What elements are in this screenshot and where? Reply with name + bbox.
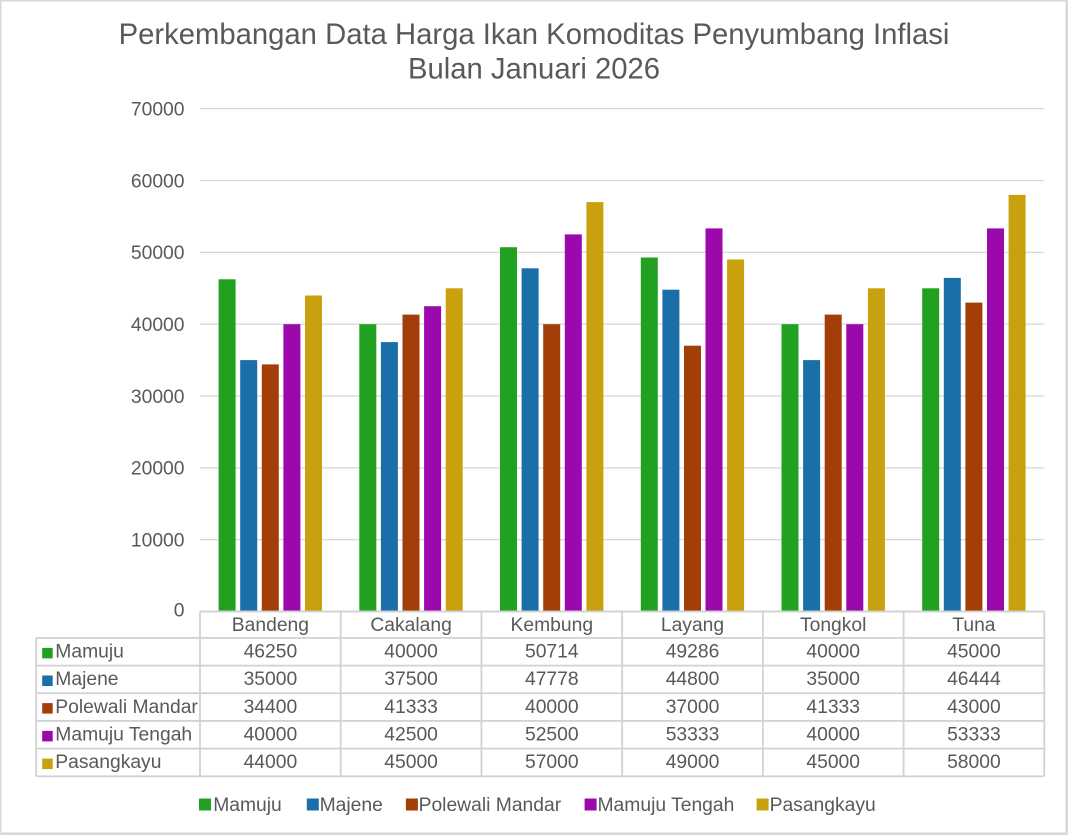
svg-text:30000: 30000 [131,387,185,408]
svg-text:53333: 53333 [947,725,1001,746]
svg-text:45000: 45000 [384,752,438,773]
svg-text:43000: 43000 [947,697,1001,718]
svg-text:Mamuju Tengah: Mamuju Tengah [55,725,192,746]
svg-text:49000: 49000 [666,752,720,773]
svg-text:45000: 45000 [947,642,1001,663]
svg-text:Tuna: Tuna [952,615,996,636]
svg-text:Pasangkayu: Pasangkayu [55,752,161,773]
svg-text:57000: 57000 [525,752,579,773]
svg-text:40000: 40000 [806,642,860,663]
svg-text:40000: 40000 [244,725,298,746]
svg-text:41333: 41333 [806,697,860,718]
svg-text:40000: 40000 [525,697,579,718]
svg-text:47778: 47778 [525,669,579,690]
svg-text:Layang: Layang [661,615,724,636]
svg-text:Mamuju Tengah: Mamuju Tengah [598,795,735,816]
svg-text:Polewali Mandar: Polewali Mandar [419,795,562,816]
svg-text:45000: 45000 [806,752,860,773]
svg-text:Kembung: Kembung [511,615,594,636]
svg-text:20000: 20000 [131,459,185,480]
svg-text:Pasangkayu: Pasangkayu [770,795,876,816]
svg-text:10000: 10000 [131,531,185,552]
svg-text:40000: 40000 [806,725,860,746]
svg-text:42500: 42500 [384,725,438,746]
svg-text:Tongkol: Tongkol [800,615,866,636]
svg-text:46250: 46250 [244,642,298,663]
svg-text:Bandeng: Bandeng [232,615,309,636]
svg-text:Mamuju: Mamuju [55,642,124,663]
svg-text:52500: 52500 [525,725,579,746]
svg-text:46444: 46444 [947,669,1001,690]
svg-text:40000: 40000 [131,315,185,336]
svg-text:34400: 34400 [244,697,298,718]
svg-text:40000: 40000 [384,642,438,663]
svg-text:35000: 35000 [244,669,298,690]
svg-text:Polewali Mandar: Polewali Mandar [55,697,198,718]
svg-text:35000: 35000 [806,669,860,690]
svg-text:Majene: Majene [55,669,118,690]
svg-text:37000: 37000 [666,697,720,718]
svg-text:Bulan Januari 2026: Bulan Januari 2026 [408,53,660,85]
svg-text:Perkembangan Data Harga Ikan K: Perkembangan Data Harga Ikan Komoditas P… [119,19,950,51]
svg-text:50714: 50714 [525,642,579,663]
svg-text:44000: 44000 [244,752,298,773]
svg-text:50000: 50000 [131,243,185,264]
svg-text:60000: 60000 [131,171,185,192]
svg-text:58000: 58000 [947,752,1001,773]
svg-text:0: 0 [174,601,185,622]
svg-text:41333: 41333 [384,697,438,718]
svg-text:70000: 70000 [131,100,185,121]
svg-text:44800: 44800 [666,669,720,690]
svg-text:Mamuju: Mamuju [213,795,282,816]
svg-text:53333: 53333 [666,725,720,746]
svg-text:37500: 37500 [384,669,438,690]
svg-text:49286: 49286 [666,642,720,663]
svg-text:Cakalang: Cakalang [370,615,451,636]
svg-text:Majene: Majene [320,795,383,816]
